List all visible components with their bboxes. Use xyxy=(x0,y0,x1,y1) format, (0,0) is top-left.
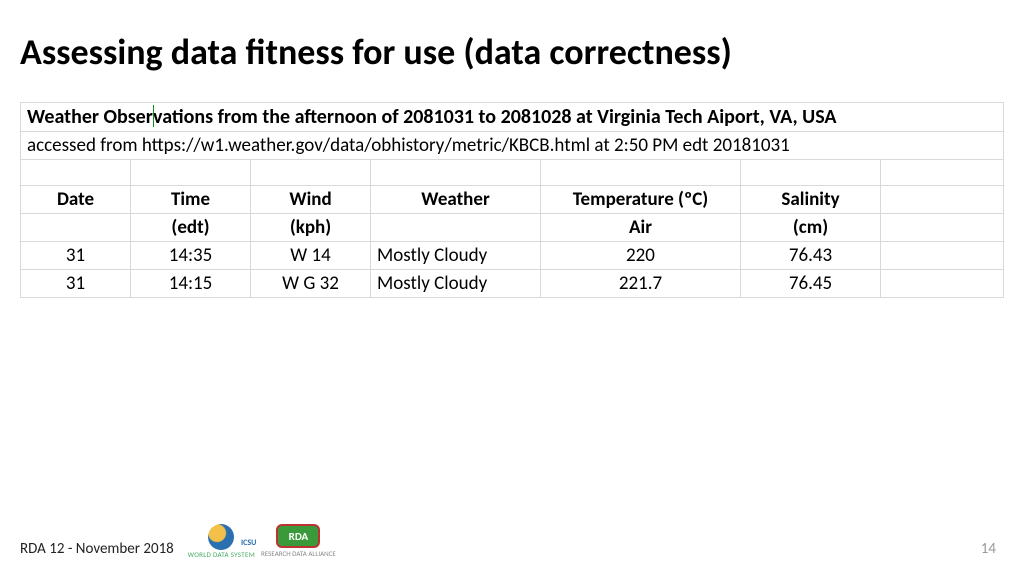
rda-logo-caption: RESEARCH DATA ALLIANCE xyxy=(261,549,336,558)
col-empty xyxy=(881,186,1004,214)
table-caption-row: Weather Observations from the afternoon … xyxy=(21,103,1004,132)
table-caption-bold: Weather Observations from the afternoon … xyxy=(21,103,1004,132)
wds-logo: WORLD DATA SYSTEM xyxy=(188,524,255,558)
col-salinity-sub: (cm) xyxy=(741,214,881,242)
cell-salinity: 76.43 xyxy=(741,242,881,270)
col-salinity: Salinity xyxy=(741,186,881,214)
table-row: 31 14:35 W 14 Mostly Cloudy 220 76.43 xyxy=(21,242,1004,270)
page-number: 14 xyxy=(981,540,996,558)
cell-time: 14:35 xyxy=(131,242,251,270)
cell-wind: W 14 xyxy=(251,242,371,270)
cell-date: 31 xyxy=(21,270,131,298)
weather-table: Weather Observations from the afternoon … xyxy=(20,102,1004,298)
col-time-sub: (edt) xyxy=(131,214,251,242)
table-blank-row xyxy=(21,160,1004,186)
col-empty-sub xyxy=(881,214,1004,242)
cell-empty xyxy=(881,242,1004,270)
col-weather: Weather xyxy=(371,186,541,214)
globe-icon xyxy=(208,524,234,550)
cell-date: 31 xyxy=(21,242,131,270)
col-temp: Temperature (ºC) xyxy=(541,186,741,214)
table-header-row-2: (edt) (kph) Air (cm) xyxy=(21,214,1004,242)
cell-weather: Mostly Cloudy xyxy=(371,270,541,298)
col-weather-sub xyxy=(371,214,541,242)
cell-salinity: 76.45 xyxy=(741,270,881,298)
col-date: Date xyxy=(21,186,131,214)
table-subcaption-row: accessed from https://w1.weather.gov/dat… xyxy=(21,132,1004,160)
cell-temp: 220 xyxy=(541,242,741,270)
col-temp-sub: Air xyxy=(541,214,741,242)
table-header-row-1: Date Time Wind Weather Temperature (ºC) … xyxy=(21,186,1004,214)
col-time: Time xyxy=(131,186,251,214)
cell-time: 14:15 xyxy=(131,270,251,298)
page-title: Assessing data fitness for use (data cor… xyxy=(20,30,1004,74)
slide: Assessing data fitness for use (data cor… xyxy=(0,0,1024,576)
footer: RDA 12 - November 2018 WORLD DATA SYSTEM… xyxy=(20,524,336,558)
rda-logo: RDA RESEARCH DATA ALLIANCE xyxy=(261,524,336,558)
wds-logo-caption: WORLD DATA SYSTEM xyxy=(188,551,255,558)
data-table-region: Weather Observations from the afternoon … xyxy=(20,102,1004,298)
table-caption-sub: accessed from https://w1.weather.gov/dat… xyxy=(21,132,1004,160)
col-wind: Wind xyxy=(251,186,371,214)
cell-temp: 221.7 xyxy=(541,270,741,298)
table-row: 31 14:15 W G 32 Mostly Cloudy 221.7 76.4… xyxy=(21,270,1004,298)
col-date-sub xyxy=(21,214,131,242)
col-wind-sub: (kph) xyxy=(251,214,371,242)
rda-badge-icon: RDA xyxy=(276,524,320,548)
cell-weather: Mostly Cloudy xyxy=(371,242,541,270)
cell-wind: W G 32 xyxy=(251,270,371,298)
cell-empty xyxy=(881,270,1004,298)
footer-text: RDA 12 - November 2018 xyxy=(20,540,174,558)
footer-logos: WORLD DATA SYSTEM RDA RESEARCH DATA ALLI… xyxy=(188,524,336,558)
